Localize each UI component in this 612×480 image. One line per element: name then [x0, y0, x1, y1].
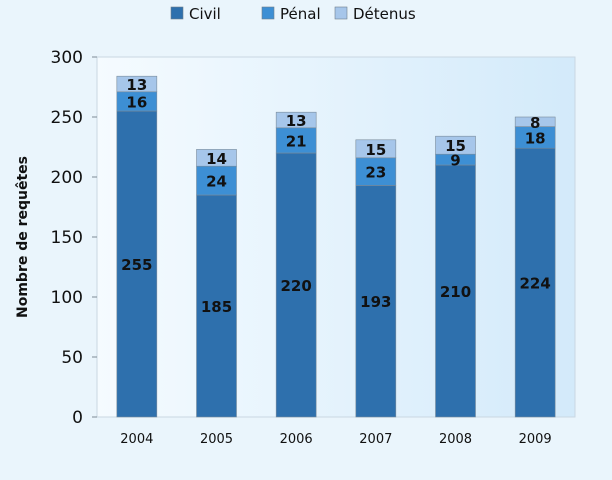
- data-label-penal: 21: [286, 132, 307, 150]
- x-tick-label: 2005: [200, 432, 233, 447]
- bar-segment-penal: [196, 165, 237, 196]
- data-label-detenus: 15: [445, 137, 466, 155]
- y-tick-label: 150: [51, 228, 83, 248]
- y-tick-label: 100: [51, 288, 83, 308]
- data-label-detenus: 8: [530, 114, 540, 132]
- bar-segment-civil: [196, 194, 237, 418]
- y-axis-title: Nombre de requêtes: [15, 156, 31, 318]
- data-label-civil: 185: [201, 298, 232, 316]
- data-label-detenus: 14: [206, 150, 227, 168]
- data-label-penal: 24: [206, 173, 227, 191]
- plot-area: [96, 56, 576, 418]
- bar-segment-detenus: [196, 149, 237, 167]
- data-label-detenus: 15: [365, 141, 386, 159]
- data-label-penal: 18: [525, 129, 546, 147]
- legend-label-penal: Pénal: [280, 5, 321, 23]
- y-axis: 0 50 100 150 200 250 300: [51, 48, 97, 428]
- y-tick-label: 0: [72, 408, 83, 428]
- bar-segment-civil: [116, 110, 158, 418]
- y-tick-label: 50: [61, 348, 83, 368]
- y-tick-label: 300: [51, 48, 83, 68]
- x-tick-label: 2006: [280, 432, 313, 447]
- bar-segment-detenus: [116, 75, 158, 93]
- legend-label-civil: Civil: [189, 5, 221, 23]
- legend-swatch-civil: [170, 6, 184, 20]
- legend-label-detenus: Détenus: [353, 5, 416, 23]
- y-tick-label: 250: [51, 108, 83, 128]
- bars: [116, 75, 556, 418]
- bar-segment-civil: [435, 164, 476, 418]
- data-label-detenus: 13: [126, 76, 147, 94]
- data-label-civil: 220: [281, 277, 312, 295]
- data-label-penal: 23: [365, 164, 386, 182]
- x-tick-label: 2004: [120, 432, 153, 447]
- legend: Civil Pénal Détenus: [170, 5, 416, 23]
- legend-swatch-penal: [261, 6, 275, 20]
- data-label-civil: 224: [520, 275, 551, 293]
- bar-segment-civil: [514, 147, 556, 418]
- data-label-civil: 255: [121, 256, 152, 274]
- bar-segment-detenus: [355, 139, 397, 159]
- y-tick-label: 200: [51, 168, 83, 188]
- data-label-detenus: 13: [286, 112, 307, 130]
- data-label-penal: 9: [450, 152, 460, 170]
- bar-segment-civil: [275, 152, 317, 418]
- bar-segment-penal: [355, 157, 397, 186]
- x-tick-label: 2008: [439, 432, 472, 447]
- legend-swatch-detenus: [334, 6, 348, 20]
- data-label-civil: 210: [440, 283, 471, 301]
- bar-segment-civil: [355, 185, 397, 418]
- data-label-civil: 193: [360, 293, 391, 311]
- bar-segment-detenus: [514, 116, 556, 127]
- bar-segment-detenus: [435, 135, 476, 155]
- x-tick-label: 2009: [519, 432, 552, 447]
- bar-segment-detenus: [275, 111, 317, 129]
- data-label-penal: 16: [126, 93, 147, 111]
- x-axis: 2004 2005 2006 2007 2008 2009: [120, 432, 551, 447]
- x-tick-label: 2007: [359, 432, 392, 447]
